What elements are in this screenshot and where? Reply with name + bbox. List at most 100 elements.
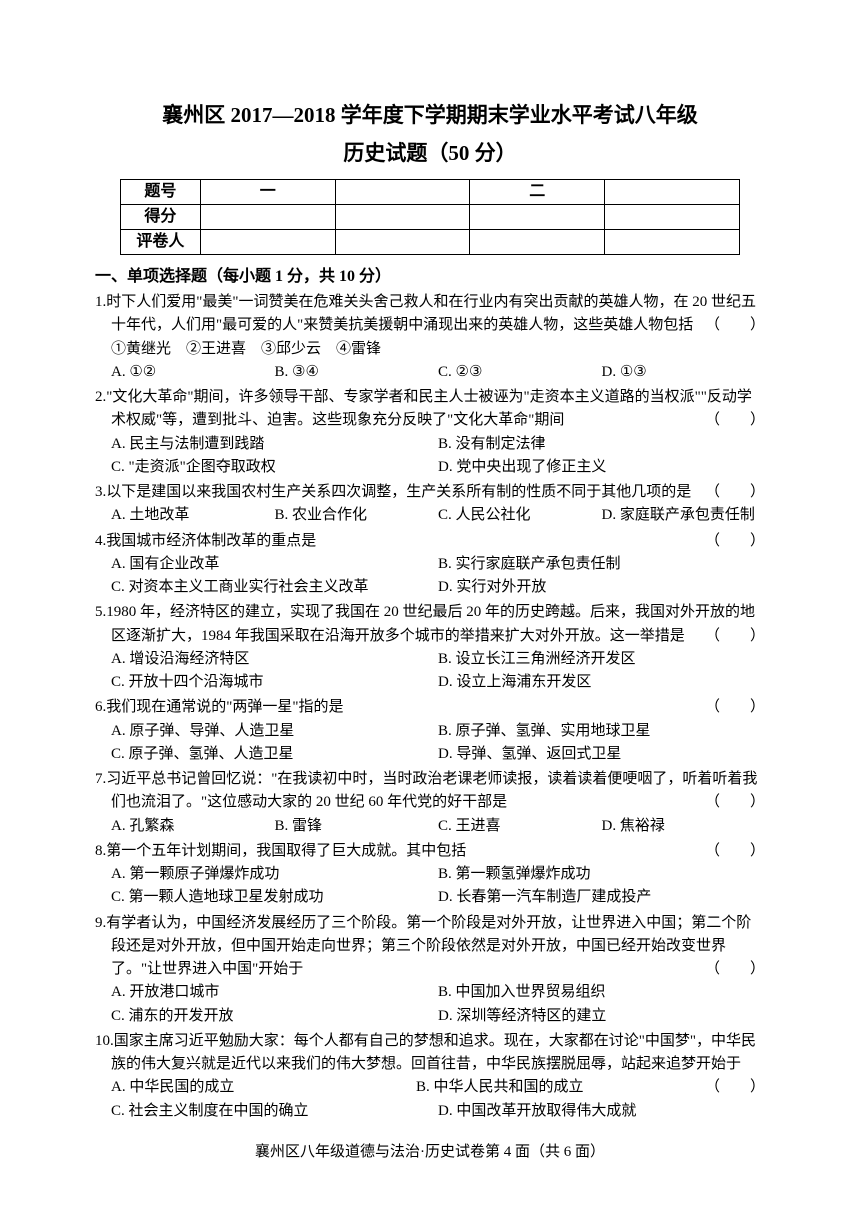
option-d: D. 实行对外开放: [438, 576, 765, 599]
option-a: A. 土地改革: [111, 504, 275, 527]
cell: [605, 180, 740, 205]
option-d: D. 长春第一汽车制造厂建成投产: [438, 886, 765, 909]
page-footer: 襄州区八年级道德与法治·历史试卷第 4 面（共 6 面）: [95, 1141, 765, 1164]
cell: [470, 230, 605, 255]
cell: [605, 230, 740, 255]
option-a: A. 第一颗原子弹爆炸成功: [111, 863, 438, 886]
question-3: 3.以下是建国以来我国农村生产关系四次调整，生产关系所有制的性质不同于其他几项的…: [95, 481, 765, 528]
bracket: （ ）: [721, 1076, 765, 1099]
cell: [335, 205, 470, 230]
cell: [335, 230, 470, 255]
section-header: 一、单项选择题（每小题 1 分，共 10 分）: [95, 265, 765, 289]
cell-label: 得分: [121, 205, 201, 230]
q-num: 7.: [95, 771, 106, 787]
bracket: （ ）: [721, 314, 765, 337]
option-d: D. 导弹、氢弹、返回式卫星: [438, 743, 765, 766]
question-6: 6.我们现在通常说的"两弹一星"指的是 （ ） A. 原子弹、导弹、人造卫星 B.…: [95, 696, 765, 766]
title-sub: 历史试题（50 分）: [95, 138, 765, 170]
option-b: B. 中华人民共和国的成立: [416, 1076, 721, 1099]
option-a: A. ①②: [111, 361, 275, 384]
q-text: 习近平总书记曾回忆说："在我读初中时，当时政治老课老师读报，读着读着便哽咽了，听…: [106, 771, 757, 810]
option-c: C. 人民公社化: [438, 504, 602, 527]
option-d: D. 焦裕禄: [602, 815, 766, 838]
q-num: 9.: [95, 915, 106, 931]
bracket: （ ）: [721, 958, 765, 981]
option-d: D. 设立上海浦东开发区: [438, 671, 765, 694]
question-9: 9.有学者认为，中国经济发展经历了三个阶段。第一个阶段是对外开放，让世界进入中国…: [95, 912, 765, 1028]
table-row: 评卷人: [121, 230, 740, 255]
cell: [200, 205, 335, 230]
option-a: A. 中华民国的成立: [111, 1076, 416, 1099]
option-c: C. 王进喜: [438, 815, 602, 838]
question-5: 5.1980 年，经济特区的建立，实现了我国在 20 世纪最后 20 年的历史跨…: [95, 601, 765, 694]
option-b: B. 农业合作化: [275, 504, 439, 527]
option-b: B. 原子弹、氢弹、实用地球卫星: [438, 720, 765, 743]
q-num: 4.: [95, 533, 106, 549]
q-num: 10.: [95, 1033, 114, 1049]
q-num: 3.: [95, 484, 106, 500]
option-c: C. "走资派"企图夺取政权: [111, 456, 438, 479]
option-d: D. ①③: [602, 361, 766, 384]
cell: [200, 230, 335, 255]
option-b: B. 没有制定法律: [438, 433, 765, 456]
question-10: 10.国家主席习近平勉励大家：每个人都有自己的梦想和追求。现在，大家都在讨论"中…: [95, 1030, 765, 1123]
q-sub: ①黄继光 ②王进喜 ③邱少云 ④雷锋: [95, 341, 381, 357]
option-c: C. 原子弹、氢弹、人造卫星: [111, 743, 438, 766]
option-a: A. 孔繁森: [111, 815, 275, 838]
q-text: "文化大革命"期间，许多领导干部、专家学者和民主人士被诬为"走资本主义道路的当权…: [106, 389, 752, 428]
option-c: C. 第一颗人造地球卫星发射成功: [111, 886, 438, 909]
option-d: D. 中国改革开放取得伟大成就: [438, 1100, 765, 1123]
option-a: A. 增设沿海经济特区: [111, 648, 438, 671]
option-a: A. 民主与法制遭到践踏: [111, 433, 438, 456]
bracket: （ ）: [721, 409, 765, 432]
bracket: （ ）: [721, 696, 765, 719]
cell-label: 评卷人: [121, 230, 201, 255]
score-table: 题号 一 二 得分 评卷人: [120, 179, 740, 255]
cell: [470, 205, 605, 230]
q-text: 1980 年，经济特区的建立，实现了我国在 20 世纪最后 20 年的历史跨越。…: [106, 604, 755, 643]
option-b: B. ③④: [275, 361, 439, 384]
cell-label: 题号: [121, 180, 201, 205]
option-c: C. 开放十四个沿海城市: [111, 671, 438, 694]
q-num: 1.: [95, 294, 106, 310]
option-d: D. 家庭联产承包责任制: [602, 504, 766, 527]
question-7: 7.习近平总书记曾回忆说："在我读初中时，当时政治老课老师读报，读着读着便哽咽了…: [95, 768, 765, 838]
q-num: 5.: [95, 604, 106, 620]
bracket: （ ）: [721, 791, 765, 814]
option-b: B. 实行家庭联产承包责任制: [438, 553, 765, 576]
q-text: 第一个五年计划期间，我国取得了巨大成就。其中包括: [106, 843, 466, 859]
option-b: B. 雷锋: [275, 815, 439, 838]
q-text: 有学者认为，中国经济发展经历了三个阶段。第一个阶段是对外开放，让世界进入中国；第…: [106, 915, 751, 978]
q-text: 国家主席习近平勉励大家：每个人都有自己的梦想和追求。现在，大家都在讨论"中国梦"…: [111, 1033, 756, 1072]
option-b: B. 第一颗氢弹爆炸成功: [438, 863, 765, 886]
option-b: B. 中国加入世界贸易组织: [438, 981, 765, 1004]
cell: 二: [470, 180, 605, 205]
option-d: D. 深圳等经济特区的建立: [438, 1005, 765, 1028]
option-d: D. 党中央出现了修正主义: [438, 456, 765, 479]
q-text: 我国城市经济体制改革的重点是: [106, 533, 316, 549]
option-b: B. 设立长江三角洲经济开发区: [438, 648, 765, 671]
q-num: 8.: [95, 843, 106, 859]
option-c: C. 社会主义制度在中国的确立: [111, 1100, 438, 1123]
cell: 一: [200, 180, 335, 205]
title-main: 襄州区 2017—2018 学年度下学期期末学业水平考试八年级: [95, 100, 765, 132]
option-a: A. 原子弹、导弹、人造卫星: [111, 720, 438, 743]
question-8: 8.第一个五年计划期间，我国取得了巨大成就。其中包括 （ ） A. 第一颗原子弹爆…: [95, 840, 765, 910]
q-num: 6.: [95, 699, 106, 715]
q-text: 我们现在通常说的"两弹一星"指的是: [106, 699, 343, 715]
option-a: A. 国有企业改革: [111, 553, 438, 576]
question-4: 4.我国城市经济体制改革的重点是 （ ） A. 国有企业改革 B. 实行家庭联产承…: [95, 530, 765, 600]
bracket: （ ）: [721, 625, 765, 648]
question-1: 1.时下人们爱用"最美"一词赞美在危难关头舍己救人和在行业内有突出贡献的英雄人物…: [95, 291, 765, 384]
cell: [335, 180, 470, 205]
bracket: （ ）: [721, 840, 765, 863]
option-c: C. ②③: [438, 361, 602, 384]
option-a: A. 开放港口城市: [111, 981, 438, 1004]
q-text: 以下是建国以来我国农村生产关系四次调整，生产关系所有制的性质不同于其他几项的是: [106, 484, 691, 500]
bracket: （ ）: [721, 530, 765, 553]
option-c: C. 对资本主义工商业实行社会主义改革: [111, 576, 438, 599]
table-row: 得分: [121, 205, 740, 230]
option-c: C. 浦东的开发开放: [111, 1005, 438, 1028]
table-row: 题号 一 二: [121, 180, 740, 205]
q-num: 2.: [95, 389, 106, 405]
